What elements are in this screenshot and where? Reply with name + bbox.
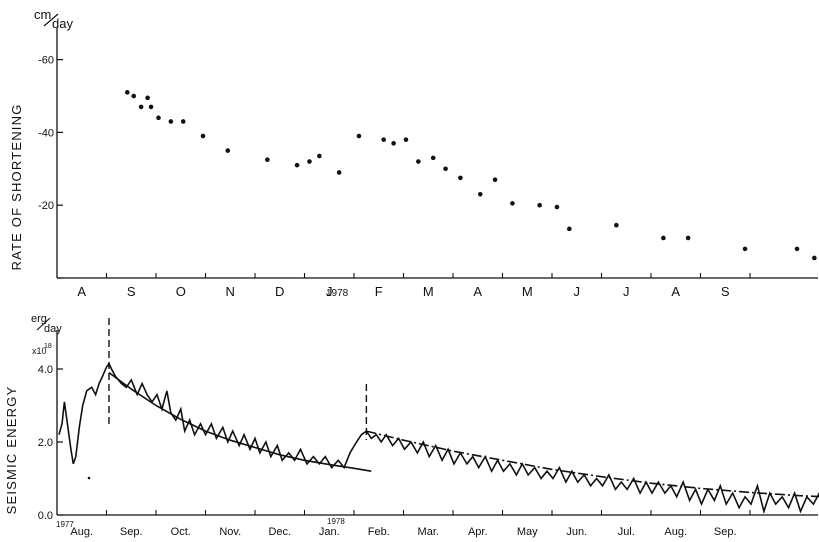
top-month-label: S <box>721 284 730 299</box>
top-month-label: J <box>623 284 630 299</box>
bottom-month-label: Jun. <box>566 526 587 538</box>
rate-point <box>742 246 748 252</box>
rate-point <box>307 159 312 164</box>
rate-point <box>391 141 396 146</box>
bottom-panel: 4.0 2.0 0.0 Aug. Sep. Oct. Nov. Dec. Jan. Feb. Ma… <box>4 313 819 538</box>
bottom-month-label: Nov. <box>219 526 241 538</box>
top-y-tick-label: -20 <box>38 200 54 212</box>
bottom-y-ticks: 4.0 2.0 0.0 <box>38 364 63 522</box>
top-month-label: A <box>473 284 482 299</box>
bottom-y-label: SEISMIC ENERGY <box>4 386 19 515</box>
bottom-unit-slash <box>36 317 51 331</box>
top-month-label: J <box>326 284 333 299</box>
bottom-month-label: Aug. <box>664 526 687 538</box>
rate-point <box>794 246 800 252</box>
rate-point <box>265 157 270 162</box>
rate-point <box>685 235 691 241</box>
rate-point <box>661 235 666 241</box>
bottom-start-year-label: 1977 <box>56 520 74 529</box>
bottom-y-tick-label: 0.0 <box>38 510 53 522</box>
top-y-label: RATE OF SHORTENING <box>9 103 24 270</box>
bottom-unit-numerator: erg <box>31 313 47 325</box>
decay-fit-1 <box>108 371 372 472</box>
bottom-month-label: Feb. <box>368 526 390 538</box>
top-panel: -20 -40 -60 A S O N D J F M A M J J A S cm day RATE OF … <box>9 7 818 299</box>
rate-point <box>156 115 161 121</box>
rate-point <box>614 222 619 228</box>
rate-point <box>145 95 150 101</box>
top-unit-slash <box>43 13 59 27</box>
bottom-month-label: Oct. <box>171 526 191 538</box>
bottom-month-label: Sep. <box>120 526 143 538</box>
top-data-points <box>124 90 817 261</box>
top-month-label: F <box>375 284 383 299</box>
top-year-label: 1978 <box>326 288 349 299</box>
top-month-label: A <box>671 284 680 299</box>
top-month-label: D <box>275 284 284 299</box>
rate-point <box>138 104 144 110</box>
top-y-ticks: -20 -40 -60 <box>38 55 63 279</box>
bottom-month-label: Sep. <box>714 526 737 538</box>
top-month-label: A <box>77 284 86 299</box>
rate-point <box>554 204 560 210</box>
rate-point <box>381 137 387 142</box>
rate-point <box>430 155 436 161</box>
top-month-label: J <box>574 284 581 299</box>
rate-point <box>168 119 174 124</box>
rate-point <box>180 119 186 124</box>
rate-point <box>317 153 322 159</box>
bottom-unit-exponent: x10 <box>32 346 47 356</box>
bottom-month-label: May <box>517 526 538 538</box>
bottom-month-label: Dec. <box>268 526 291 538</box>
bottom-y-tick-label: 2.0 <box>38 437 53 449</box>
bottom-unit-power: 18 <box>44 343 52 350</box>
rate-point <box>416 159 421 164</box>
rate-point <box>403 137 409 142</box>
decay-fit-2 <box>366 430 819 498</box>
stray-dot <box>87 476 91 480</box>
rate-point <box>567 226 572 232</box>
rate-point <box>225 148 231 153</box>
bottom-month-label: Jul. <box>618 526 635 538</box>
rate-point <box>537 202 542 208</box>
bottom-unit-denominator: day <box>44 323 62 335</box>
seismic-energy-series <box>58 361 819 515</box>
rate-point <box>131 93 137 99</box>
bottom-month-label: Jan. <box>319 526 340 538</box>
bottom-year-label: 1978 <box>327 517 345 526</box>
top-unit-denominator: day <box>52 16 73 31</box>
rate-point <box>443 166 448 172</box>
bottom-month-label: Aug. <box>70 526 93 538</box>
top-unit-numerator: cm <box>34 7 51 22</box>
rate-point <box>336 170 342 175</box>
top-y-tick-label: -60 <box>38 55 54 67</box>
rate-point <box>148 104 154 110</box>
top-month-label: O <box>176 284 186 299</box>
top-month-label: M <box>423 284 434 299</box>
rate-point <box>356 133 362 139</box>
rate-point <box>200 133 206 139</box>
top-month-label: S <box>127 284 136 299</box>
top-month-label: N <box>226 284 235 299</box>
bottom-month-labels: Aug. Sep. Oct. Nov. Dec. Jan. Feb. Mar. Apr. May J… <box>70 510 751 538</box>
rate-point <box>124 90 130 95</box>
rate-point <box>812 255 817 261</box>
rate-point <box>510 201 515 206</box>
bottom-y-tick-label: 4.0 <box>38 364 53 376</box>
rate-point <box>492 177 498 183</box>
rate-point <box>294 162 300 168</box>
rate-point <box>458 175 463 181</box>
top-month-label: M <box>522 284 533 299</box>
bottom-month-label: Apr. <box>468 526 488 538</box>
bottom-month-label: Mar. <box>418 526 439 538</box>
rate-point <box>477 191 483 197</box>
top-y-tick-label: -40 <box>38 127 54 139</box>
